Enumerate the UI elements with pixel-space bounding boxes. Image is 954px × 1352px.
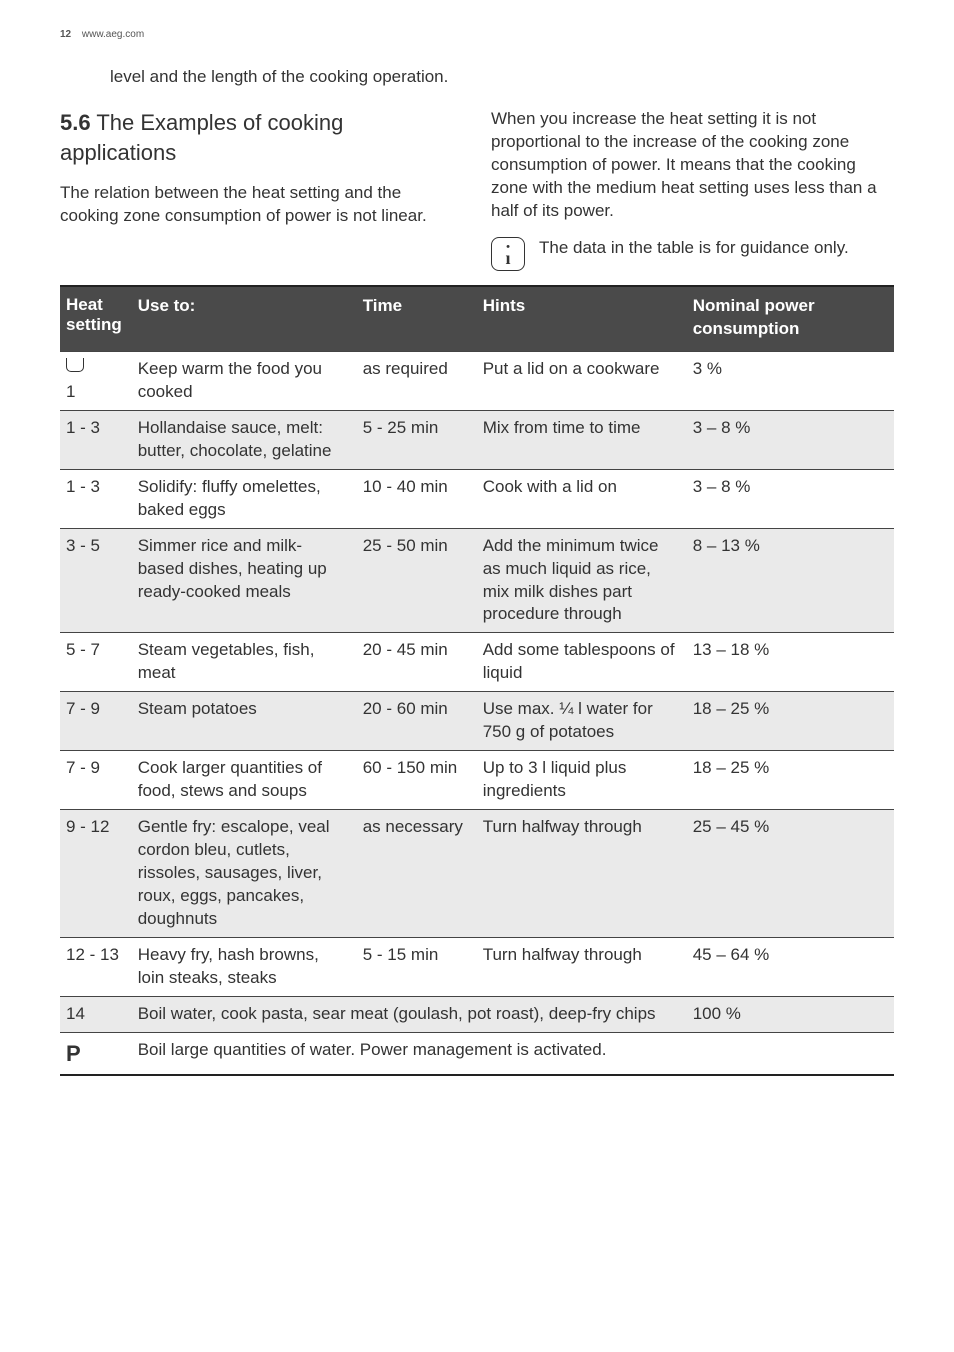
cell-power: 13 – 18 % [687, 633, 894, 692]
cell-time: 25 - 50 min [357, 528, 477, 633]
cell-time: 20 - 60 min [357, 692, 477, 751]
table-row: 5 - 7Steam vegetables, fish, meat20 - 45… [60, 633, 894, 692]
cell-power: 18 – 25 % [687, 751, 894, 810]
cell-power: 100 % [687, 996, 894, 1032]
table-row: 12 - 13Heavy fry, hash browns, loin stea… [60, 937, 894, 996]
cell-use-wide: Boil water, cook pasta, sear meat (goula… [132, 996, 687, 1032]
col-header-power: Nominal power consumption [687, 286, 894, 351]
cell-power: 8 – 13 % [687, 528, 894, 633]
table-row: 7 - 9Cook larger quantities of food, ste… [60, 751, 894, 810]
table-row: 14Boil water, cook pasta, sear meat (gou… [60, 996, 894, 1032]
cell-power [687, 1032, 894, 1075]
left-column: 5.6 The Examples of cooking applications… [60, 108, 463, 271]
page-number: 12 [60, 28, 71, 42]
cell-heat: 3 - 5 [60, 528, 132, 633]
lead-in-text: level and the length of the cooking oper… [110, 66, 480, 89]
cell-heat: 12 - 13 [60, 937, 132, 996]
table-row: 1Keep warm the food you cookedas require… [60, 352, 894, 411]
keep-warm-icon [66, 358, 84, 372]
cell-hints: Turn halfway through [477, 937, 687, 996]
cell-power: 3 – 8 % [687, 469, 894, 528]
cell-hints: Put a lid on a cookware [477, 352, 687, 411]
cell-power: 45 – 64 % [687, 937, 894, 996]
cell-power: 18 – 25 % [687, 692, 894, 751]
info-note-row: ı The data in the table is for guidance … [491, 237, 894, 271]
info-icon: ı [491, 237, 525, 271]
cell-hints: Up to 3 l liquid plus ingredients [477, 751, 687, 810]
table-row: 7 - 9Steam potatoes20 - 60 minUse max. ¼… [60, 692, 894, 751]
table-row: 1 - 3Hollandaise sauce, melt: butter, ch… [60, 410, 894, 469]
cell-heat: 7 - 9 [60, 692, 132, 751]
cell-heat: P [60, 1032, 132, 1075]
cell-time: 60 - 150 min [357, 751, 477, 810]
cell-time: as required [357, 352, 477, 411]
cell-time: 5 - 25 min [357, 410, 477, 469]
section-number: 5.6 [60, 110, 91, 135]
cell-time: 5 - 15 min [357, 937, 477, 996]
section-heading: 5.6 The Examples of cooking applications [60, 108, 463, 167]
cell-heat: 9 - 12 [60, 810, 132, 938]
page-header: 12 www.aeg.com [60, 28, 894, 42]
table-row: 3 - 5Simmer rice and milk-based dishes, … [60, 528, 894, 633]
cell-use: Keep warm the food you cooked [132, 352, 357, 411]
cell-heat: 1 [60, 352, 132, 411]
two-column-intro: 5.6 The Examples of cooking applications… [60, 108, 894, 271]
col-header-use: Use to: [132, 286, 357, 351]
right-column: When you increase the heat setting it is… [491, 108, 894, 271]
cell-use: Cook larger quantities of food, stews an… [132, 751, 357, 810]
cooking-table: Heat setting Use to: Time Hints Nominal … [60, 285, 894, 1076]
cell-heat: 5 - 7 [60, 633, 132, 692]
cell-power: 3 – 8 % [687, 410, 894, 469]
cell-use: Steam potatoes [132, 692, 357, 751]
cell-use: Solidify: fluffy omelettes, baked eggs [132, 469, 357, 528]
cell-hints: Turn halfway through [477, 810, 687, 938]
table-row: 9 - 12Gentle fry: escalope, veal cordon … [60, 810, 894, 938]
right-paragraph: When you increase the heat setting it is… [491, 108, 894, 223]
cell-heat: 14 [60, 996, 132, 1032]
cell-hints: Mix from time to time [477, 410, 687, 469]
cell-use: Gentle fry: escalope, veal cordon bleu, … [132, 810, 357, 938]
cell-hints: Add some tablespoons of liquid [477, 633, 687, 692]
power-function-icon: P [66, 1041, 81, 1066]
info-note-text: The data in the table is for guidance on… [539, 237, 894, 260]
cell-hints: Use max. ¼ l water for 750 g of potatoes [477, 692, 687, 751]
cell-power: 25 – 45 % [687, 810, 894, 938]
cell-time: as necessary [357, 810, 477, 938]
col-header-hints: Hints [477, 286, 687, 351]
cell-use-wide: Boil large quantities of water. Power ma… [132, 1032, 687, 1075]
cell-hints: Add the minimum twice as much liquid as … [477, 528, 687, 633]
cell-heat: 7 - 9 [60, 751, 132, 810]
cell-heat: 1 - 3 [60, 469, 132, 528]
left-paragraph: The relation between the heat setting an… [60, 182, 463, 228]
cell-hints: Cook with a lid on [477, 469, 687, 528]
section-title: The Examples of cooking applications [60, 110, 343, 165]
cell-use: Heavy fry, hash browns, loin steaks, ste… [132, 937, 357, 996]
table-row: 1 - 3Solidify: fluffy omelettes, baked e… [60, 469, 894, 528]
cell-time: 10 - 40 min [357, 469, 477, 528]
col-header-heat: Heat setting [60, 286, 132, 351]
col-header-time: Time [357, 286, 477, 351]
cell-power: 3 % [687, 352, 894, 411]
cell-heat: 1 - 3 [60, 410, 132, 469]
cell-time: 20 - 45 min [357, 633, 477, 692]
cell-use: Steam vegetables, fish, meat [132, 633, 357, 692]
site-url: www.aeg.com [82, 29, 144, 40]
table-row: P Boil large quantities of water. Power m… [60, 1032, 894, 1075]
cell-use: Simmer rice and milk-based dishes, heati… [132, 528, 357, 633]
cell-use: Hollandaise sauce, melt: butter, chocola… [132, 410, 357, 469]
